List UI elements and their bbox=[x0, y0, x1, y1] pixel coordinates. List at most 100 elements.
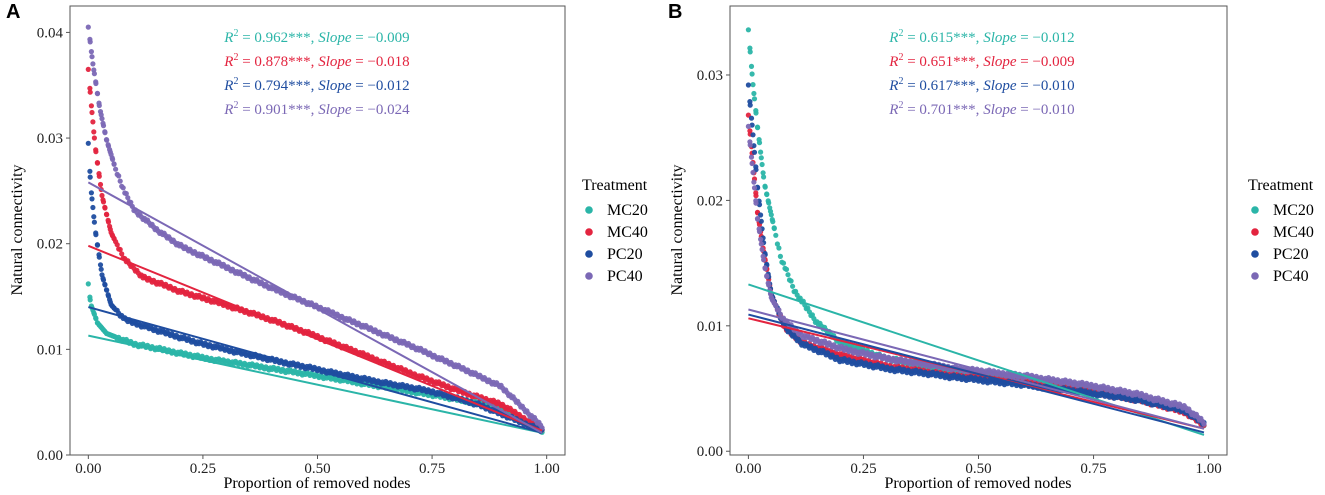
panel-a-point-pc20 bbox=[90, 204, 96, 211]
panel-b-letter: B bbox=[668, 1, 682, 23]
panel-b-point-pc40 bbox=[751, 185, 758, 191]
panel-b-point-mc20 bbox=[788, 278, 794, 284]
panel-b-point-pc40 bbox=[751, 179, 757, 185]
panel-a-point-pc40 bbox=[111, 161, 117, 167]
panel-a-plot-frame bbox=[69, 5, 566, 456]
panel-a-point-pc20 bbox=[97, 262, 104, 268]
panel-b-point-pc40 bbox=[766, 282, 772, 288]
panel-b-point-mc20 bbox=[751, 90, 757, 97]
panel-a: A 0.00 0.25 0.50 0.75 1.000.000.010.020.030.… bbox=[6, 1, 648, 492]
panel-b-point-pc20 bbox=[751, 149, 758, 155]
panel-a-point-pc40 bbox=[120, 185, 126, 191]
panel-b-point-pc40 bbox=[776, 307, 782, 313]
panel-a-point-mc40 bbox=[117, 246, 123, 253]
panel-b-point-pc40 bbox=[747, 142, 753, 148]
panel-a-point-pc40 bbox=[90, 61, 96, 67]
panel-b-legend-label-mc40: MC40 bbox=[1273, 224, 1314, 241]
panel-b-y-axis-title: Natural connectivity bbox=[669, 164, 686, 295]
panel-b-point-mc20 bbox=[747, 45, 753, 51]
panel-b-point-mc20 bbox=[770, 219, 776, 225]
panel-a-point-pc20 bbox=[87, 168, 93, 174]
panel-b-point-mc20 bbox=[783, 266, 790, 272]
panel-b-point-pc20 bbox=[750, 132, 756, 138]
panel-b-plot-frame bbox=[729, 5, 1228, 456]
panel-a-point-pc40 bbox=[117, 178, 123, 184]
panel-a-point-pc20 bbox=[85, 140, 91, 146]
panel-b-point-pc40 bbox=[753, 200, 759, 206]
panel-a-point-mc40 bbox=[90, 119, 96, 125]
panel-a-legend-key-pc20 bbox=[585, 250, 593, 258]
panel-b-legend-label-mc20: MC20 bbox=[1273, 202, 1314, 219]
panel-b-point-mc20 bbox=[785, 272, 791, 278]
panel-b-y-tick-label: 0.02 bbox=[697, 193, 723, 209]
panel-b-legend-key-pc20 bbox=[1251, 250, 1259, 258]
panel-a-point-pc20 bbox=[91, 219, 97, 225]
panel-a-fit-line-pc20 bbox=[88, 306, 543, 434]
panel-b-point-mc20 bbox=[773, 232, 779, 238]
panel-b-point-mc20 bbox=[760, 170, 766, 176]
panel-a-point-mc20 bbox=[87, 297, 93, 303]
panel-b: B 0.00 0.25 0.50 0.75 1.00 0.00 0.01 0.02 0.03 R… bbox=[668, 1, 1314, 492]
panel-a-point-pc40 bbox=[104, 137, 110, 143]
panel-a-point-pc40 bbox=[93, 80, 99, 87]
panel-a-point-mc40 bbox=[105, 219, 112, 225]
panel-a-point-mc40 bbox=[88, 103, 94, 109]
panel-b-point-mc20 bbox=[762, 184, 768, 190]
panel-b-point-mc20 bbox=[764, 191, 770, 198]
panel-a-point-mc40 bbox=[94, 160, 101, 166]
panel-b-y-tick-label: 0.00 bbox=[697, 444, 723, 460]
panel-a-x-tick-label: 0.00 bbox=[75, 461, 101, 477]
panel-b-point-pc40 bbox=[759, 246, 765, 253]
panel-b-point-mc20 bbox=[790, 283, 796, 289]
panel-a-legend-key-mc40 bbox=[585, 228, 593, 236]
panel-a-point-mc40 bbox=[87, 89, 93, 95]
panel-b-point-pc40 bbox=[758, 236, 764, 242]
panel-b-point-pc40 bbox=[1201, 421, 1207, 427]
panel-a-point-mc40 bbox=[104, 212, 110, 218]
panel-a-point-pc40 bbox=[100, 123, 107, 129]
panel-a-legend-key-mc20 bbox=[585, 206, 593, 214]
panel-a-point-pc40 bbox=[128, 199, 134, 205]
panel-b-point-mc20 bbox=[750, 82, 756, 88]
panel-a-point-mc20 bbox=[85, 281, 91, 287]
panel-b-point-pc40 bbox=[756, 229, 763, 235]
panel-a-fit-line-mc20 bbox=[88, 334, 543, 434]
panel-b-legend-title: Treatment bbox=[1248, 177, 1314, 194]
panel-b-x-tick-label: 0.75 bbox=[1080, 461, 1106, 477]
panel-a-point-pc20 bbox=[102, 282, 108, 288]
panel-b-point-mc20 bbox=[761, 174, 767, 180]
panel-a-y-tick-label: 0.04 bbox=[37, 25, 64, 41]
panel-b-point-mc20 bbox=[747, 49, 753, 55]
panel-b-fit-line-pc40 bbox=[748, 308, 1205, 430]
panel-a-point-pc40 bbox=[96, 102, 102, 109]
panel-b-legend-key-mc40 bbox=[1251, 228, 1259, 236]
panel-b-point-mc20 bbox=[776, 245, 782, 251]
panel-a-point-mc40 bbox=[96, 173, 102, 179]
panel-b-ticks: 0.00 0.25 0.50 0.75 1.00 0.00 0.01 0.02 0.03 bbox=[697, 68, 1222, 477]
panel-a-point-pc40 bbox=[88, 49, 94, 55]
panel-b-y-tick-label: 0.01 bbox=[697, 319, 723, 335]
panel-a-legend: Treatment MC20 MC40 PC20 PC40 bbox=[582, 177, 648, 285]
panel-a-point-mc40 bbox=[93, 149, 99, 155]
panel-a-plot-area bbox=[85, 24, 545, 435]
panel-b-point-pc40 bbox=[750, 169, 756, 176]
panel-b-point-pc40 bbox=[758, 241, 764, 247]
panel-a-point-mc40 bbox=[97, 181, 104, 188]
panel-a-point-pc40 bbox=[91, 71, 97, 77]
panel-b-point-pc40 bbox=[777, 311, 784, 317]
panel-a-point-pc20 bbox=[96, 254, 102, 260]
panel-b-point-mc20 bbox=[751, 96, 758, 102]
panel-a-point-pc40 bbox=[99, 116, 105, 122]
panel-a-annotation-pc20: R2 = 0.794***, Slope = −0.012 bbox=[223, 76, 409, 94]
panel-a-x-tick-label: 0.50 bbox=[304, 461, 330, 477]
panel-b-point-pc20 bbox=[758, 212, 764, 218]
panel-b-x-tick-label: 0.25 bbox=[850, 461, 876, 477]
panel-b-legend: Treatment MC20 MC40 PC20 PC40 bbox=[1248, 177, 1314, 285]
panel-a-point-mc40 bbox=[91, 135, 97, 141]
panel-b-annotation-pc40: R2 = 0.701***, Slope = −0.010 bbox=[888, 100, 1074, 118]
panel-b-legend-label-pc20: PC20 bbox=[1273, 246, 1309, 263]
panel-a-y-axis-title: Natural connectivity bbox=[9, 164, 26, 295]
panel-a-point-mc40 bbox=[100, 199, 107, 205]
panel-b-point-mc20 bbox=[756, 140, 763, 146]
panel-b-point-mc20 bbox=[771, 225, 777, 232]
